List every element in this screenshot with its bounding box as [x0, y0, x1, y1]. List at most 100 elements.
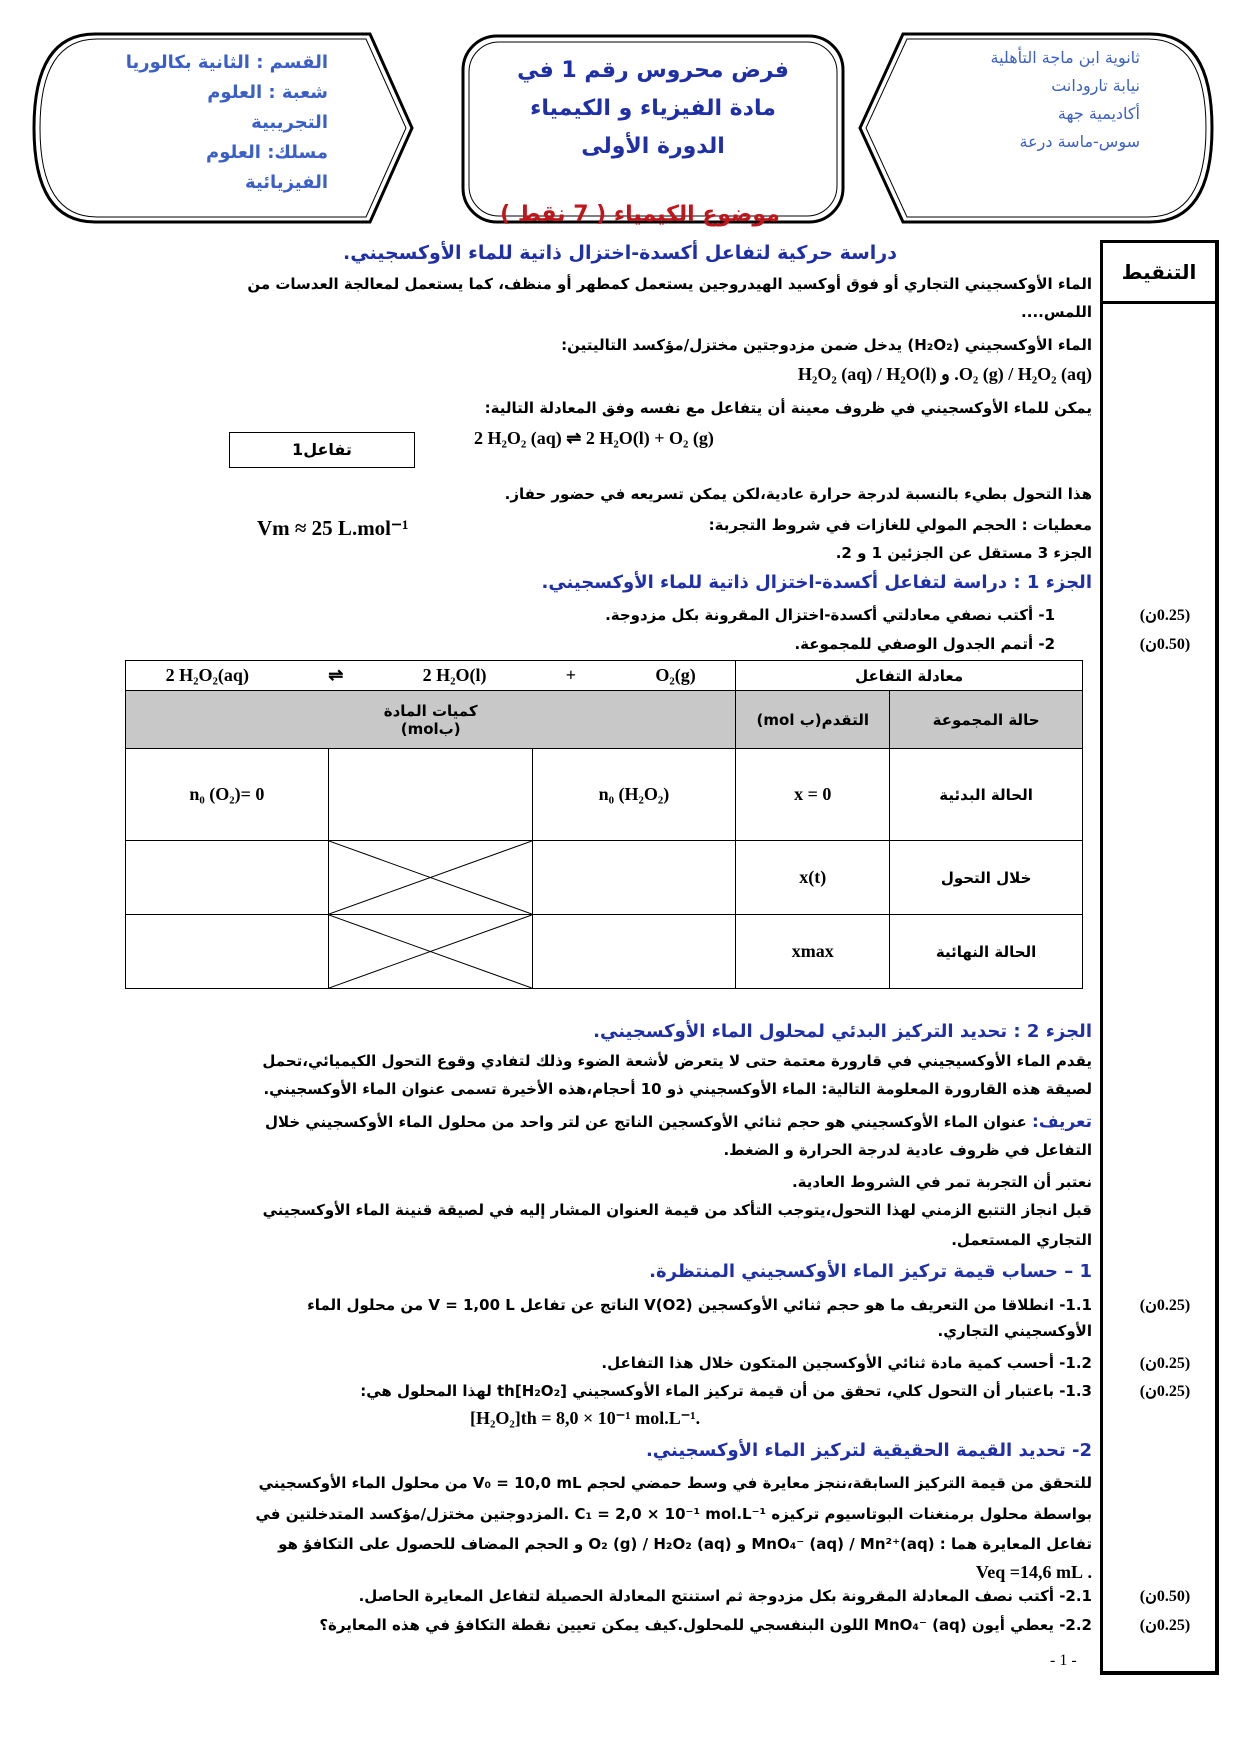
crossed-cell [327, 840, 533, 915]
academy: أكاديمية جهة [1057, 104, 1140, 123]
question: 1.2- أحسب كمية مادة ثنائي الأوكسجين المت… [601, 1354, 1092, 1372]
quantity-cell[interactable] [531, 914, 737, 989]
intro-line: اللمس.... [1021, 303, 1092, 321]
points: (0.25ن) [1139, 1617, 1191, 1634]
quantity-cell[interactable] [125, 914, 329, 989]
state-cell: خلال التحول [889, 840, 1083, 915]
equation-term: 2 H₂O(l) [422, 665, 487, 685]
advance-header: التقدم(ب mol) [735, 690, 891, 749]
equation-cell: 2 H₂O₂(aq) ⇌ 2 H₂O(l) + O₂(g) [124, 660, 737, 691]
intro-line: يمكن للماء الأوكسجيني في ظروف معينة أن ي… [484, 399, 1092, 417]
page-number: - 1 - [1050, 1652, 1077, 1669]
quantity-cell[interactable]: n₀ (O₂)= 0 [125, 748, 329, 841]
state-header: حالة المجموعة [889, 690, 1083, 749]
progress-table: معادلة التفاعل 2 H₂O₂(aq) ⇌ 2 H₂O(l) + O… [124, 660, 1083, 989]
class-info: القسم : الثانية بكالوريا شعبة : العلوم ا… [126, 48, 328, 198]
table-row: الحالة البدئية x = 0 n₀ (H₂O₂) n₀ (O₂)= … [125, 748, 1083, 841]
branch-line: شعبة : العلوم [207, 82, 328, 103]
section2-line: للتحقق من قيمة التركيز السابقة،ننجز معاي… [258, 1474, 1092, 1492]
equation-label: معادلة التفاعل [735, 660, 1083, 691]
part2-line: نعتبر أن التجربة تمر في الشروط العادية. [791, 1173, 1092, 1191]
track-line: مسلك: العلوم [206, 142, 328, 163]
topic-title: دراسة حركية لتفاعل أكسدة-اختزال ذاتية لل… [343, 242, 897, 264]
crossed-cell [327, 914, 533, 989]
part2-line: لصيقة هذه القارورة المعلومة التالية: الم… [263, 1080, 1092, 1098]
state-cell: الحالة النهائية [889, 914, 1083, 989]
center-header-frame [461, 34, 845, 224]
advance-cell: xmax [735, 914, 891, 989]
definition-text: عنوان الماء الأوكسجيني هو حجم ثنائي الأو… [264, 1113, 1027, 1131]
section2-line: بواسطة محلول برمنغنات البوتاسيوم تركيزه … [255, 1505, 1092, 1523]
quantity-cell[interactable] [125, 840, 329, 915]
quantity-cell[interactable] [327, 748, 533, 841]
quantities-label: كميات المادة [383, 701, 478, 720]
part2-line: قبل انجاز التتبع الزمني لهذا التحول،يتوج… [262, 1201, 1092, 1219]
equation-term: ⇌ [328, 665, 344, 685]
quantity-cell[interactable] [531, 840, 737, 915]
given-data: معطيات : الحجم المولي للغازات في شروط ال… [708, 516, 1092, 534]
equation-term: O₂(g) [655, 665, 696, 685]
points: (0.25ن) [1139, 607, 1191, 624]
section2-line: تفاعل المعايرة هما : MnO₄⁻ (aq) / Mn²⁺(a… [278, 1535, 1092, 1553]
school-name: ثانوية ابن ماجة التأهلية [990, 48, 1141, 67]
table-row: معادلة التفاعل 2 H₂O₂(aq) ⇌ 2 H₂O(l) + O… [124, 660, 1083, 691]
points: (0.25ن) [1139, 1297, 1191, 1314]
table-header-row: حالة المجموعة التقدم(ب mol) كميات المادة… [124, 690, 1083, 749]
question: 1.1- انطلاقا من التعريف ما هو حجم ثنائي … [307, 1296, 1092, 1314]
molar-volume: Vm ≈ 25 L.mol⁻¹ [257, 516, 409, 540]
state-cell: الحالة البدئية [889, 748, 1083, 841]
equation-term: + [565, 665, 577, 685]
cross-mark [329, 841, 532, 914]
grading-header: التنقيط [1100, 240, 1219, 304]
intro-line: الماء الأوكسجيني (H₂O₂) يدخل ضمن مزدوجتي… [561, 336, 1092, 354]
header-frames [32, 32, 1214, 224]
part2-line: التجاري المستعمل. [951, 1231, 1092, 1249]
directorate: نيابة تارودانت [1051, 76, 1140, 95]
quantities-header: كميات المادة (بmol) [124, 690, 737, 749]
theoretical-concentration: [H₂O₂]th = 8,0 × 10⁻¹ mol.L⁻¹. [470, 1408, 701, 1428]
definition-line: تعريف: عنوان الماء الأوكسجيني هو حجم ثنا… [265, 1111, 1092, 1133]
subject-title: موضوع الكيمياء ( 7 نقط ) [500, 202, 780, 227]
table-row: الحالة النهائية xmax [125, 914, 1083, 989]
equation-term: 2 H₂O₂(aq) [165, 665, 249, 685]
reaction-label: تفاعل1 [292, 440, 352, 459]
table-row: خلال التحول x(t) [125, 840, 1083, 915]
branch-line-2: التجريبية [251, 112, 328, 133]
advance-cell: x = 0 [735, 748, 891, 841]
reaction-equation: 2 H₂O₂ (aq) ⇌ 2 H₂O(l) + O₂ (g) [474, 428, 714, 448]
question: 2- أتمم الجدول الوصفي للمجموعة. [794, 635, 1055, 653]
school-info: ثانوية ابن ماجة التأهلية نيابة تارودانت … [991, 44, 1141, 156]
question: الأوكسجيني التجاري. [937, 1322, 1093, 1340]
question: 1- أكتب نصفي معادلتي أكسدة-اختزال المقرو… [605, 606, 1055, 624]
quantities-unit: (بmol) [400, 719, 461, 738]
quantity-cell[interactable]: n₀ (H₂O₂) [531, 748, 737, 841]
points: (0.25ن) [1139, 1383, 1191, 1400]
part2-line: يقدم الماء الأوكسيجيني في قارورة معتمة ح… [262, 1052, 1092, 1070]
part2-line: التفاعل في ظروف عادية لدرجة الحرارة و ال… [723, 1141, 1092, 1159]
grading-column [1100, 240, 1219, 1675]
equivalence-volume: . Veq =14,6 mL [975, 1562, 1092, 1582]
track-line-2: الفيزيائية [245, 172, 328, 193]
points: (0.50ن) [1139, 1588, 1191, 1605]
question: 2.1- أكتب نصف المعادلة المقرونة بكل مزدو… [358, 1587, 1092, 1605]
redox-couples: O₂ (g) / H₂O₂ (aq). و H₂O₂ (aq) / H₂O(l) [797, 364, 1092, 384]
part1-title: الجزء 1 : دراسة لتفاعل أكسدة-اختزال ذاتي… [541, 572, 1093, 593]
definition-label: تعريف: [1032, 1112, 1092, 1132]
cross-mark [329, 915, 532, 988]
right-header-frame [858, 32, 1214, 224]
class-line: القسم : الثانية بكالوريا [125, 52, 328, 73]
exam-session-line: الدورة الأولى [581, 134, 725, 159]
reaction-label-box: تفاعل1 [229, 432, 415, 468]
section1-title: 1 – حساب قيمة تركيز الماء الأوكسجيني الم… [649, 1261, 1092, 1282]
region: سوس-ماسة درعة [1019, 132, 1140, 151]
exam-subject-line: مادة الفيزياء و الكيمياء [530, 96, 776, 121]
intro-line: الجزء 3 مستقل عن الجزئين 1 و 2. [835, 544, 1092, 562]
exam-title: فرض محروس رقم 1 في مادة الفيزياء و الكيم… [463, 40, 843, 220]
left-header-frame [32, 32, 414, 224]
points: (0.50ن) [1139, 636, 1191, 653]
advance-cell: x(t) [735, 840, 891, 915]
question: 1.3- باعتبار أن التحول كلي، تحقق من أن ق… [360, 1382, 1092, 1400]
part2-title: الجزء 2 : تحديد التركيز البدئي لمحلول ال… [593, 1021, 1092, 1042]
section2-title: 2- تحديد القيمة الحقيقية لتركيز الماء ال… [645, 1440, 1092, 1461]
grading-header-label: التنقيط [1121, 260, 1197, 284]
